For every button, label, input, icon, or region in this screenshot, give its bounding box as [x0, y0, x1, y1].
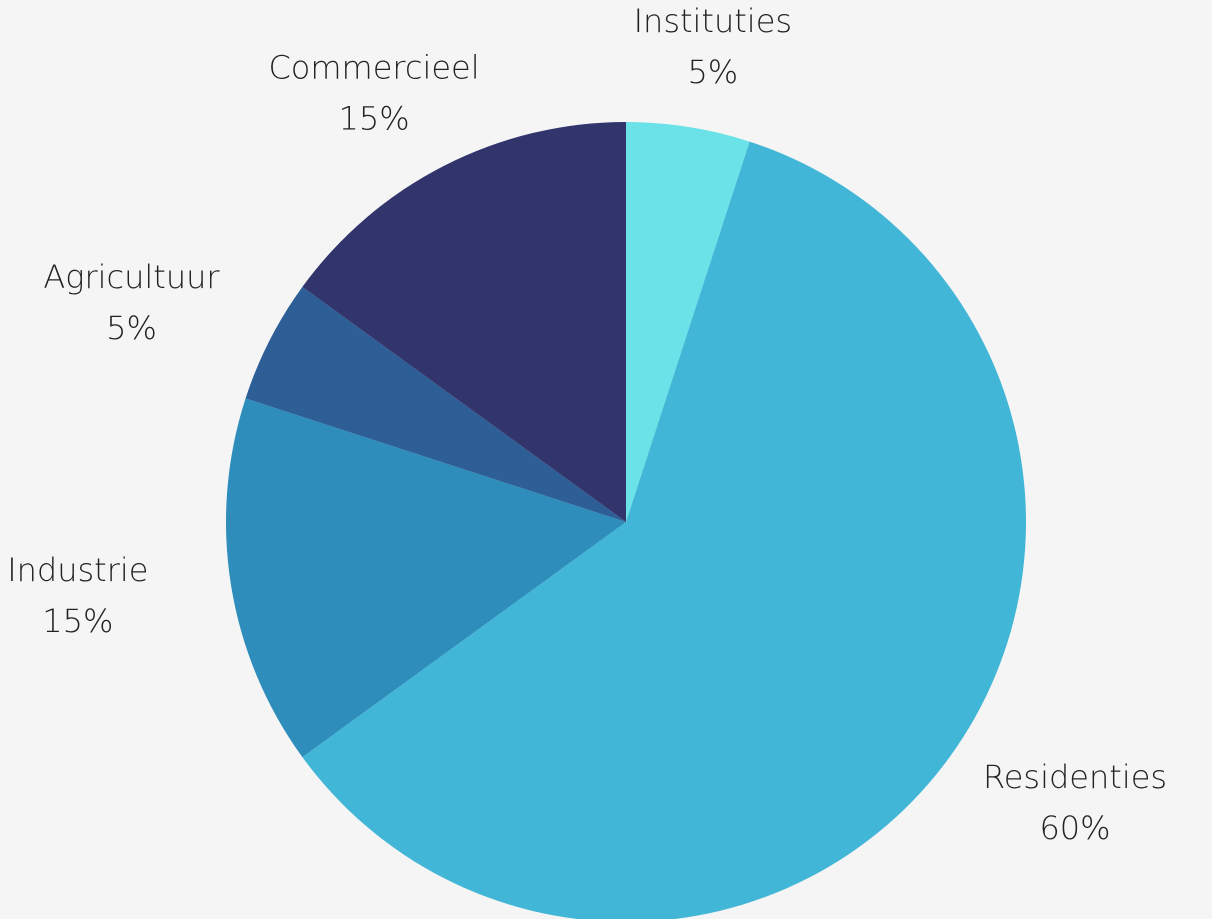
pie-slice	[226, 398, 626, 758]
slice-label: Residenties	[983, 758, 1167, 796]
pie-slice	[626, 122, 750, 522]
slice-value: 5%	[106, 309, 157, 347]
slice-value: 15%	[338, 99, 409, 137]
pie-slice	[302, 122, 626, 522]
slice-value: 5%	[687, 53, 738, 91]
slice-label: Agricultuur	[43, 258, 220, 296]
slice-label: Commercieel	[268, 48, 479, 86]
slice-value: 60%	[1039, 809, 1110, 847]
pie-slice	[302, 141, 1026, 919]
slice-label: Instituties	[634, 2, 792, 40]
pie-slice	[245, 286, 626, 522]
slice-label: Industrie	[7, 551, 148, 589]
slice-value: 15%	[42, 602, 113, 640]
